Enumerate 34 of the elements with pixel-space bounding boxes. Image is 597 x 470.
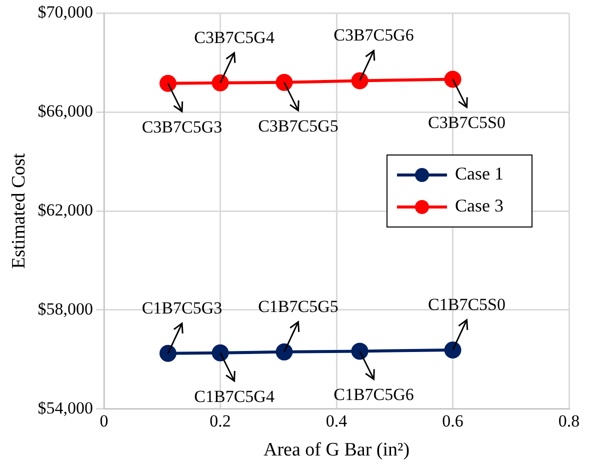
x-tick-label: 0.8: [558, 411, 580, 430]
annotation: C1B7C5G5: [258, 296, 338, 316]
point: [212, 74, 229, 92]
point: [212, 344, 229, 362]
annotation: C3B7C5G5: [258, 116, 338, 136]
annotation: C1B7C5G4: [194, 386, 275, 406]
y-tick-label: $66,000: [38, 102, 94, 121]
annotation: C1B7C5G6: [334, 385, 414, 404]
annotation: C1B7C5S0: [428, 294, 506, 314]
annotation: C3B7C5S0: [428, 113, 506, 132]
x-axis-title: Area of G Bar (in²): [264, 440, 410, 461]
y-axis-title: Estimated Cost: [8, 152, 30, 269]
y-tick-label: $58,000: [38, 299, 94, 318]
y-tick-label: $54,000: [38, 398, 94, 418]
legend-label: Case 3: [455, 196, 504, 216]
point: [159, 74, 176, 92]
point: [159, 344, 176, 362]
x-tick-label: 0.4: [326, 411, 348, 430]
annotation: C1B7C5G3: [142, 298, 222, 318]
annotation: C3B7C5G3: [142, 117, 222, 136]
annotation: C3B7C5G6: [334, 26, 414, 45]
point: [444, 341, 462, 358]
point: [351, 342, 368, 360]
x-tick-label: 0.2: [210, 411, 231, 430]
legend-label: Case 1: [455, 164, 504, 184]
y-tick-label: $62,000: [38, 200, 94, 220]
point: [276, 74, 293, 91]
point: [444, 70, 462, 88]
x-tick-label: 0: [100, 411, 108, 430]
point: [276, 343, 293, 360]
x-tick-label: 0.6: [442, 411, 464, 430]
y-tick-label: $70,000: [38, 2, 94, 22]
point: [351, 72, 368, 90]
annotation: C3B7C5G4: [194, 28, 275, 47]
